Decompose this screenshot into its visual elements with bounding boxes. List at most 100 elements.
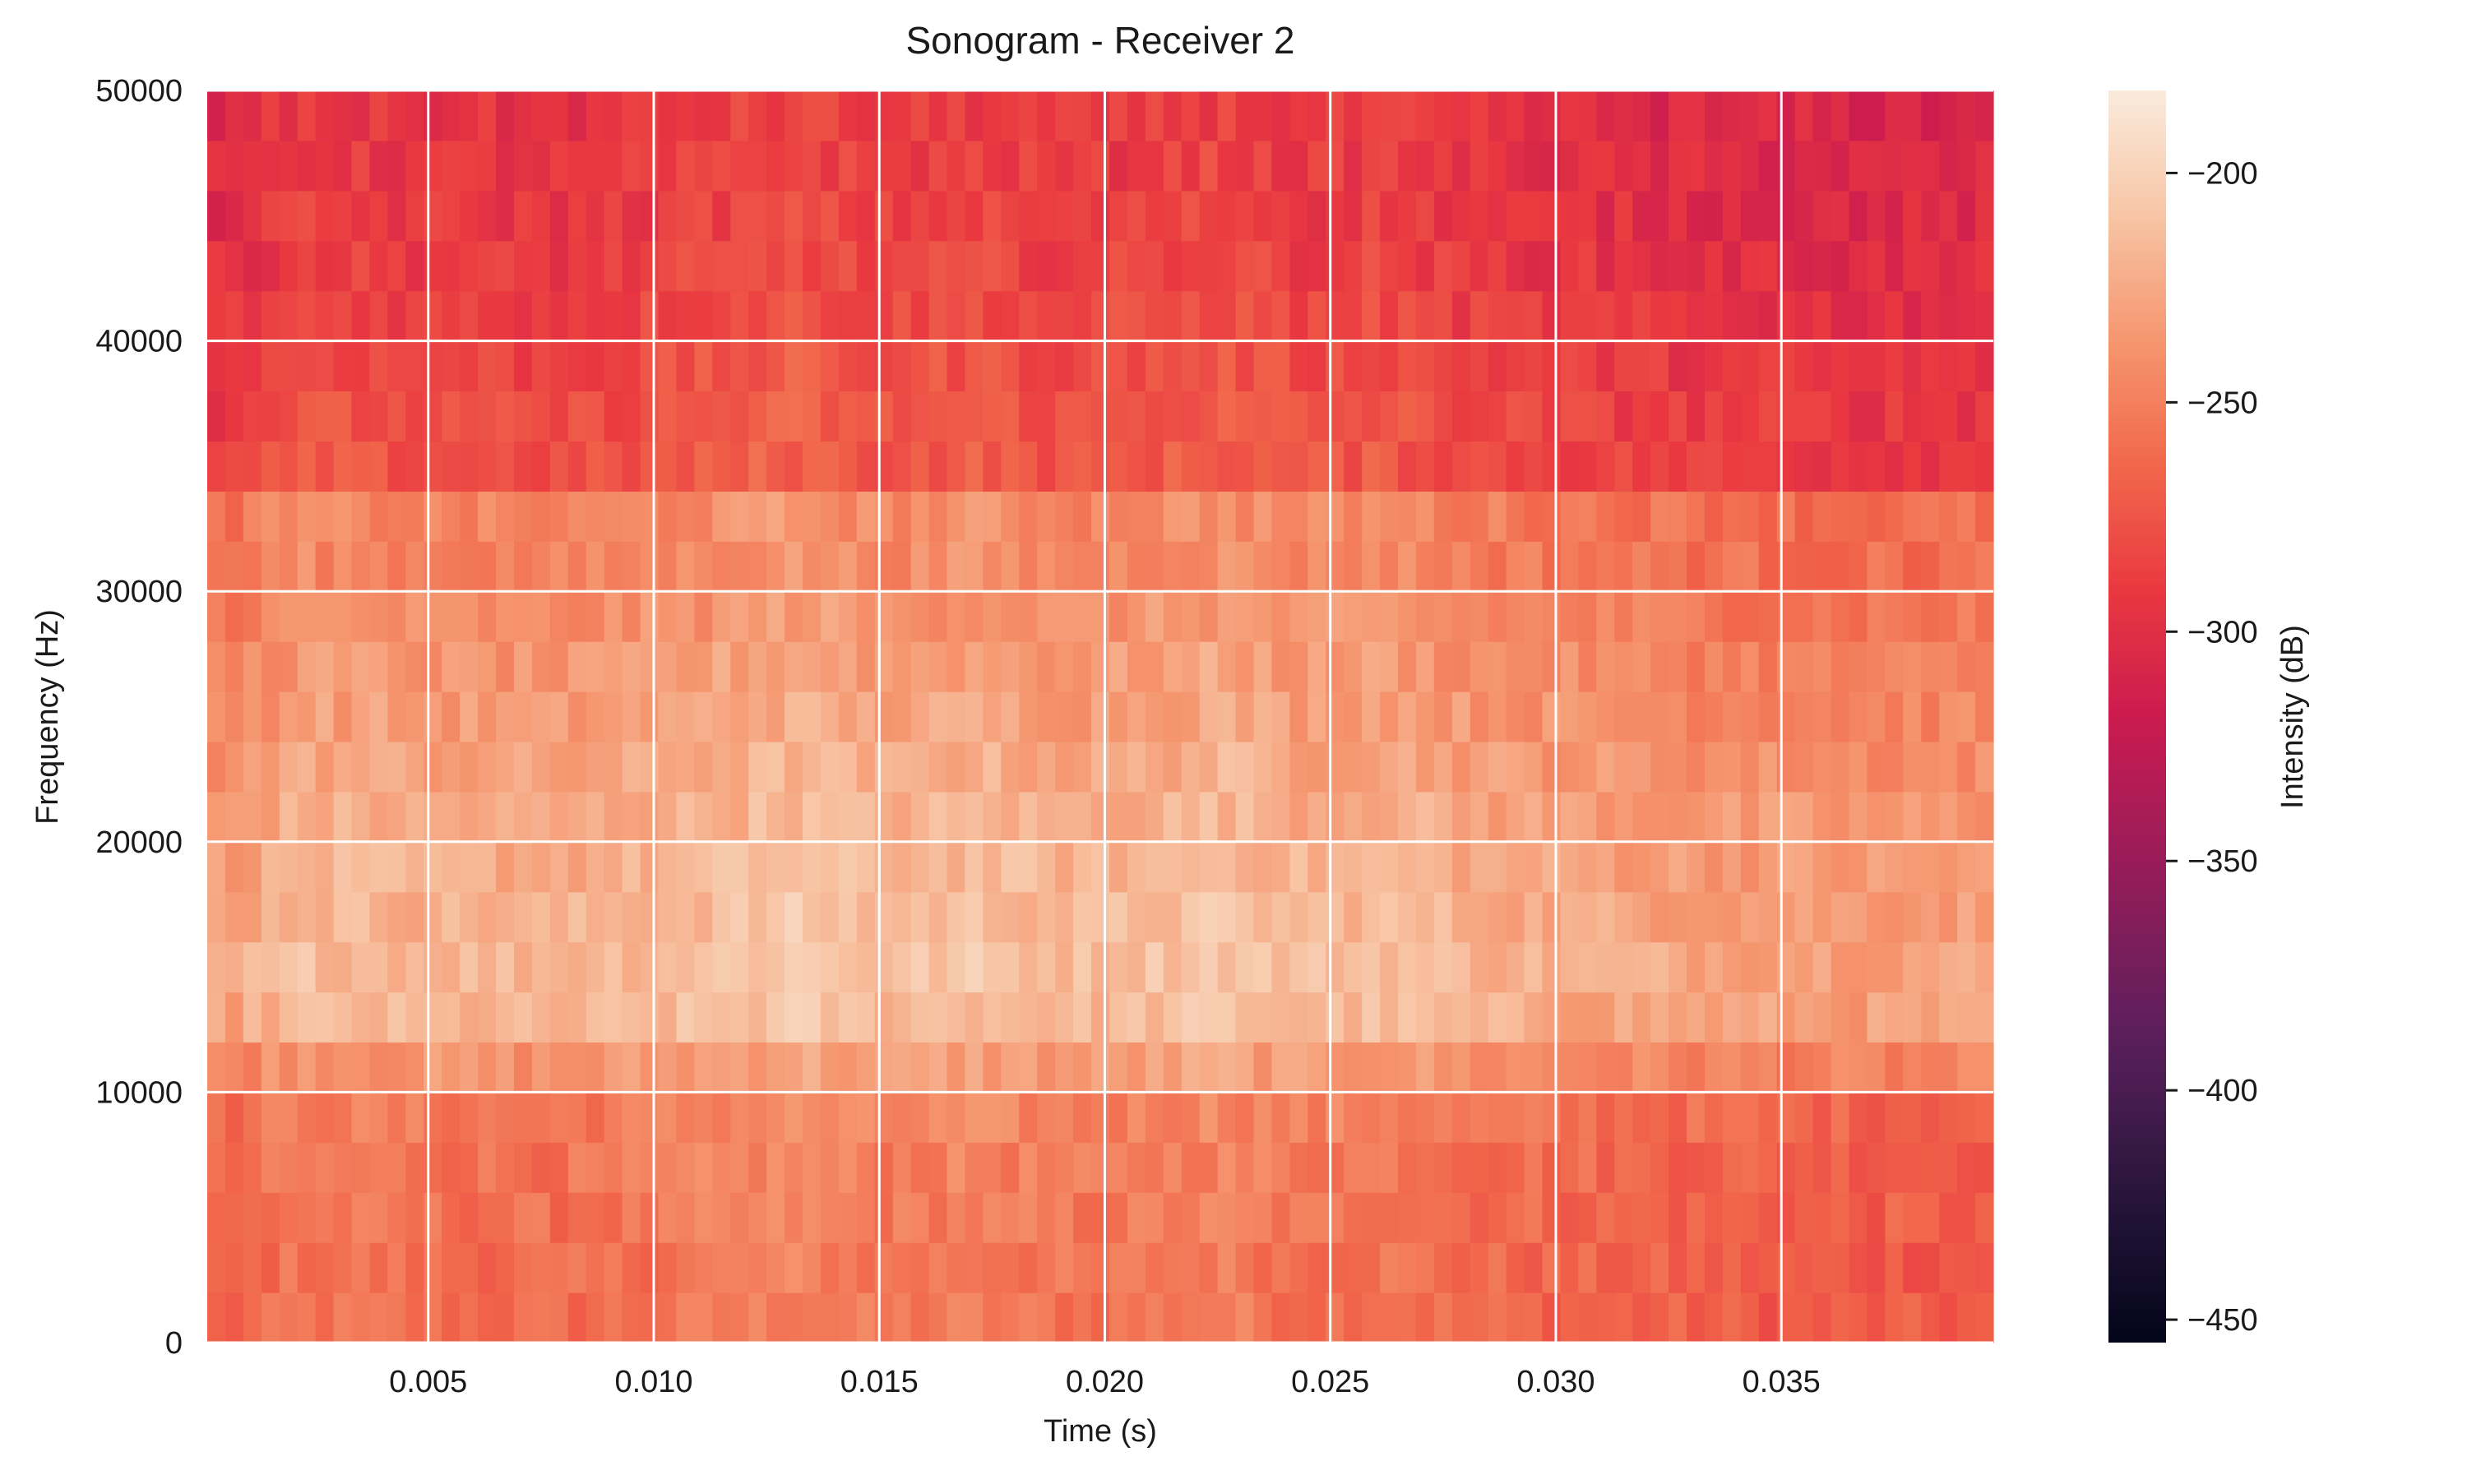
heatmap-cell bbox=[1758, 1242, 1778, 1293]
heatmap-cell bbox=[549, 491, 569, 542]
heatmap-cell bbox=[1975, 841, 1994, 893]
heatmap-cell bbox=[1199, 391, 1219, 442]
heatmap-cell bbox=[1921, 140, 1940, 192]
heatmap-cell bbox=[496, 1142, 515, 1193]
heatmap-cell bbox=[892, 190, 912, 242]
heatmap-cell bbox=[892, 441, 912, 492]
heatmap-cell bbox=[1163, 240, 1183, 292]
heatmap-cell bbox=[1235, 1292, 1255, 1343]
heatmap-cell bbox=[369, 340, 388, 392]
heatmap-cell bbox=[820, 992, 840, 1043]
heatmap-cell bbox=[965, 1242, 984, 1293]
heatmap-cell bbox=[1199, 240, 1219, 292]
heatmap-cell bbox=[442, 841, 461, 893]
heatmap-cell bbox=[1451, 691, 1471, 742]
heatmap-cell bbox=[1812, 240, 1832, 292]
heatmap-cell bbox=[315, 1292, 335, 1343]
heatmap-cell bbox=[1578, 791, 1597, 843]
heatmap-cell bbox=[712, 1142, 731, 1193]
heatmap-cell bbox=[676, 441, 695, 492]
heatmap-cell bbox=[315, 841, 335, 893]
heatmap-cell bbox=[1957, 791, 1976, 843]
heatmap-cells bbox=[207, 90, 1994, 1343]
heatmap-cell bbox=[1217, 741, 1237, 793]
heatmap-cell bbox=[1037, 691, 1056, 742]
heatmap-cell bbox=[1975, 391, 1994, 442]
heatmap-cell bbox=[1939, 941, 1958, 993]
heatmap-cell bbox=[1289, 1142, 1308, 1193]
heatmap-cell bbox=[1506, 992, 1525, 1043]
heatmap-cell bbox=[1289, 541, 1308, 592]
heatmap-cell bbox=[369, 992, 388, 1043]
heatmap-cell bbox=[1831, 591, 1850, 642]
heatmap-cell bbox=[1163, 891, 1183, 943]
heatmap-cell bbox=[712, 1092, 731, 1143]
heatmap-cell bbox=[1055, 1042, 1074, 1093]
heatmap-cell bbox=[1831, 441, 1850, 492]
heatmap-cell bbox=[1542, 591, 1562, 642]
heatmap-cell bbox=[1235, 741, 1255, 793]
heatmap-cell bbox=[694, 1042, 713, 1093]
heatmap-cell bbox=[1957, 841, 1976, 893]
heatmap-cell bbox=[405, 992, 424, 1043]
heatmap-cell bbox=[442, 190, 461, 242]
heatmap-cell bbox=[1019, 90, 1038, 141]
heatmap-cell bbox=[1181, 491, 1201, 542]
heatmap-cell bbox=[1398, 391, 1417, 442]
colorbar-tick-label: −450 bbox=[2187, 1303, 2258, 1338]
heatmap-cell bbox=[1885, 891, 1904, 943]
heatmap-cell bbox=[1758, 841, 1778, 893]
heatmap-cell bbox=[1235, 441, 1255, 492]
heatmap-cell bbox=[387, 491, 406, 542]
heatmap-cell bbox=[1542, 1042, 1562, 1093]
heatmap-cell bbox=[1921, 841, 1940, 893]
heatmap-cell bbox=[387, 1192, 406, 1243]
heatmap-cell bbox=[1109, 541, 1128, 592]
heatmap-cell bbox=[297, 340, 317, 392]
heatmap-cell bbox=[1524, 340, 1544, 392]
heatmap-cell bbox=[1073, 190, 1092, 242]
heatmap-cell bbox=[1722, 340, 1742, 392]
heatmap-cell bbox=[1831, 1242, 1850, 1293]
heatmap-cell bbox=[838, 941, 858, 993]
heatmap-cell bbox=[369, 90, 388, 141]
heatmap-cell bbox=[1669, 391, 1687, 442]
heatmap-cell bbox=[1362, 290, 1381, 342]
heatmap-cell bbox=[1939, 1092, 1958, 1143]
heatmap-cell bbox=[513, 441, 533, 492]
heatmap-cell bbox=[910, 741, 930, 793]
heatmap-cell bbox=[1127, 641, 1146, 692]
heatmap-cell bbox=[1109, 391, 1128, 442]
heatmap-cell bbox=[947, 190, 966, 242]
heatmap-cell bbox=[820, 1192, 840, 1243]
heatmap-cell bbox=[1812, 1142, 1832, 1193]
heatmap-cell bbox=[1433, 1092, 1453, 1143]
heatmap-cell bbox=[1740, 240, 1760, 292]
heatmap-cell bbox=[1073, 1242, 1092, 1293]
heatmap-cell bbox=[405, 541, 424, 592]
heatmap-cell bbox=[297, 1192, 317, 1243]
heatmap-cell bbox=[1687, 791, 1706, 843]
heatmap-cell bbox=[1650, 1042, 1669, 1093]
heatmap-cell bbox=[1019, 591, 1038, 642]
heatmap-cell bbox=[1019, 1292, 1038, 1343]
heatmap-cell bbox=[640, 992, 660, 1043]
heatmap-cell bbox=[1055, 290, 1074, 342]
heatmap-cell bbox=[694, 1242, 713, 1293]
heatmap-cell bbox=[1145, 641, 1164, 692]
heatmap-cell bbox=[1776, 1142, 1796, 1193]
heatmap-cell bbox=[1831, 1042, 1850, 1093]
heatmap-cell bbox=[513, 741, 533, 793]
heatmap-cell bbox=[712, 1242, 731, 1293]
heatmap-cell bbox=[947, 391, 966, 442]
heatmap-cell bbox=[730, 891, 749, 943]
heatmap-cell bbox=[1470, 1242, 1489, 1293]
heatmap-cell bbox=[1362, 340, 1381, 392]
heatmap-cell bbox=[1776, 591, 1796, 642]
heatmap-cell bbox=[1939, 741, 1958, 793]
heatmap-cell bbox=[1722, 290, 1742, 342]
heatmap-cell bbox=[1308, 641, 1326, 692]
heatmap-cell bbox=[1145, 290, 1164, 342]
heatmap-cell bbox=[567, 591, 587, 642]
heatmap-cell bbox=[856, 1092, 876, 1143]
